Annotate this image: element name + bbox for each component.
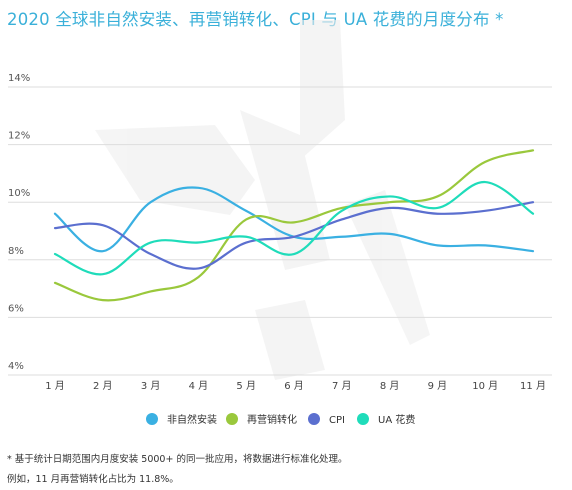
legend-item: UA 花费 [357,413,415,426]
watermark [95,20,430,380]
legend-swatch [357,413,369,425]
x-tick-label: 11 月 [520,380,546,392]
chart-title: 2020 全球非自然安装、再营销转化、CPI 与 UA 花费的月度分布 * [7,10,504,29]
y-axis-ticks: 4% 6% 8% 10% 12% 14% [8,73,30,372]
y-tick-label: 6% [8,303,24,314]
series-lines [53,149,535,302]
x-tick-label: 3 月 [141,380,161,392]
legend-label: CPI [329,415,345,426]
legend-item: CPI [308,413,345,426]
footnote-line-1: * 基于统计日期范围内月度安装 5000+ 的同一批应用，将数据进行标准化处理。 [7,454,348,465]
x-axis-ticks: 1 月 2 月 3 月 4 月 5 月 6 月 7 月 8 月 9 月 10 月 11 月 [45,380,546,392]
legend-swatch [146,413,158,425]
legend-label: UA 花费 [378,413,415,426]
x-tick-label: 10 月 [472,380,498,392]
x-tick-label: 1 月 [45,380,65,392]
x-tick-label: 2 月 [93,380,113,392]
legend-item: 再营销转化 [226,413,297,426]
series-line-3 [53,180,535,276]
x-tick-label: 8 月 [380,380,400,392]
series-line-1 [53,149,535,302]
gridlines [8,86,552,376]
y-tick-label: 14% [8,73,30,84]
x-tick-label: 7 月 [332,380,352,392]
x-tick-label: 6 月 [284,380,304,392]
y-tick-label: 10% [8,188,30,199]
legend: 非自然安装 再营销转化 CPI UA 花费 [146,413,415,426]
legend-item: 非自然安装 [146,413,217,426]
footnotes: * 基于统计日期范围内月度安装 5000+ 的同一批应用，将数据进行标准化处理。… [7,450,347,490]
footnote-line-2: 例如，11 月再营销转化占比为 11.8%。 [7,474,179,485]
y-tick-label: 4% [8,361,24,372]
x-tick-label: 5 月 [236,380,256,392]
y-tick-label: 8% [8,246,24,257]
x-tick-label: 9 月 [428,380,448,392]
line-chart: 4% 6% 8% 10% 12% 14% 1 月 2 月 3 月 4 月 5 月 6 月 7 月 8 月… [8,20,552,426]
y-tick-label: 12% [8,131,30,142]
legend-label: 再营销转化 [247,413,297,426]
legend-label: 非自然安装 [167,413,217,426]
legend-swatch [308,413,320,425]
x-tick-label: 4 月 [189,380,209,392]
legend-swatch [226,413,238,425]
series-line-2 [53,201,535,270]
